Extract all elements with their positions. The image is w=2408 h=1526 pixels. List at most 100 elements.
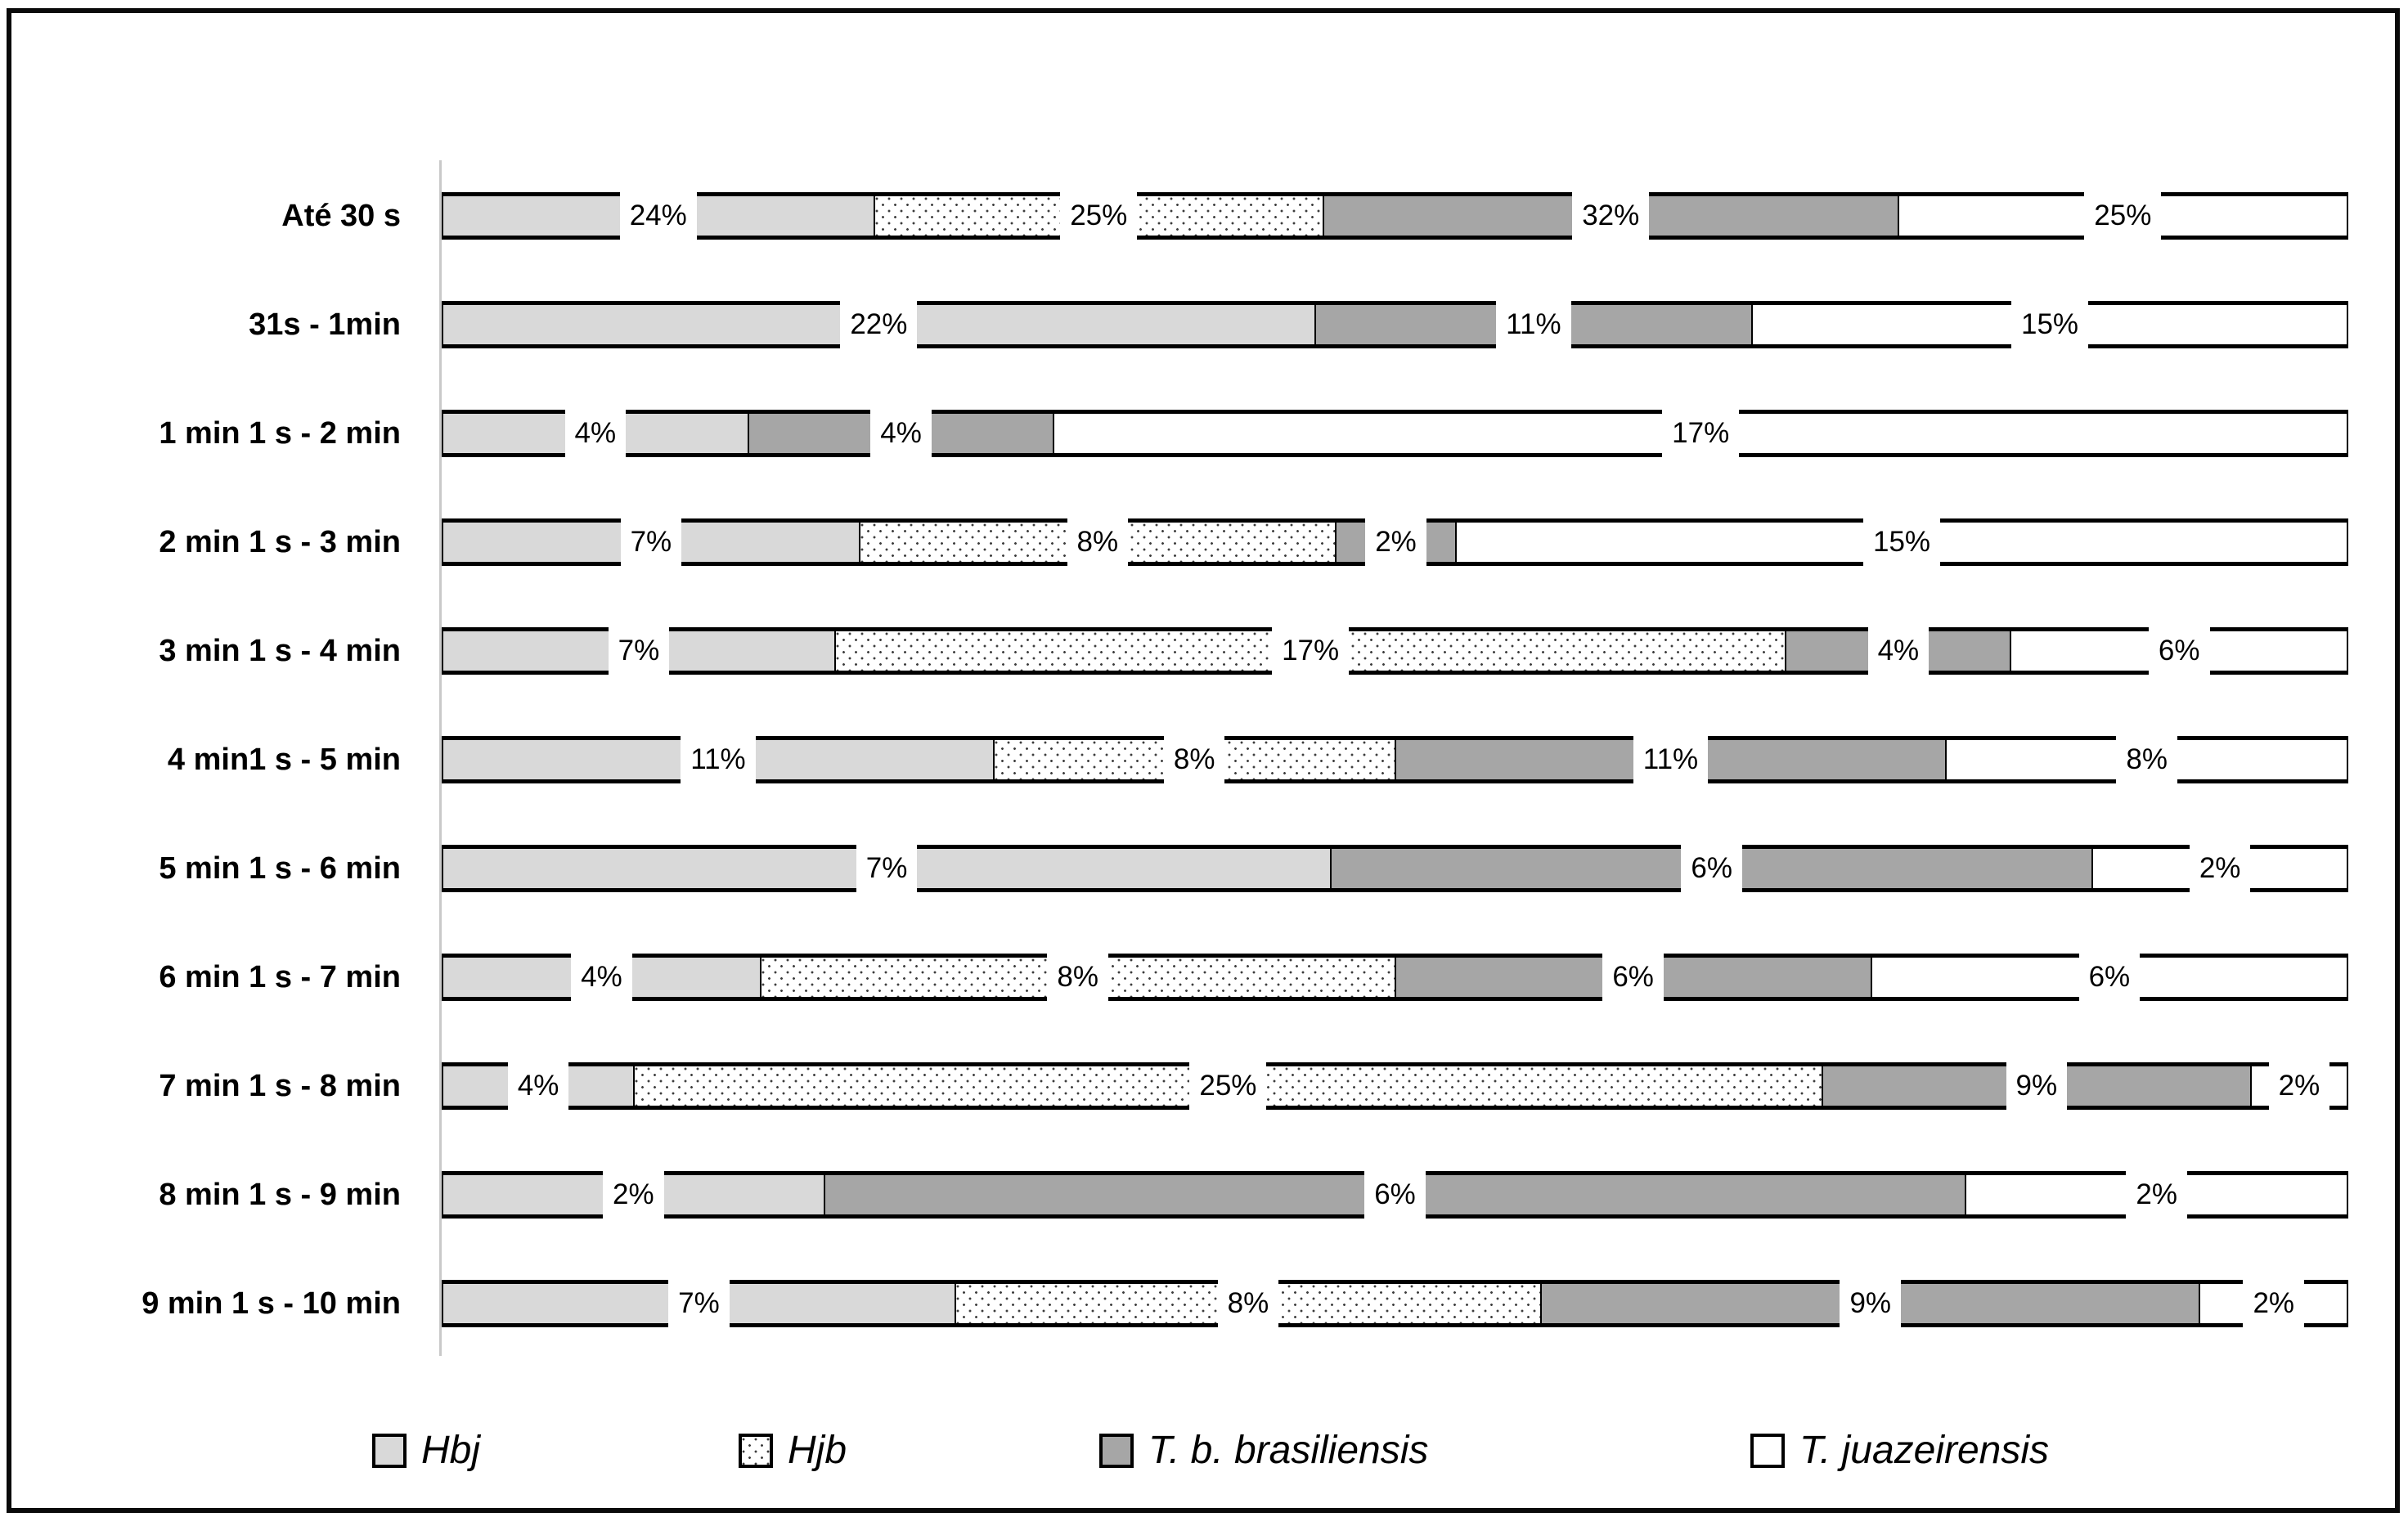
data-label: 4% [564, 402, 627, 465]
data-label: 22% [840, 293, 918, 356]
data-label: 11% [1496, 293, 1571, 356]
legend-item-hjb: Hjb [739, 1420, 847, 1482]
bar-segment-hbj: 11% [442, 728, 995, 791]
data-label: 2% [1365, 510, 1426, 573]
data-label: 11% [1633, 728, 1709, 791]
bar-segment-tj: 15% [1753, 293, 2348, 356]
data-label: 2% [2243, 1272, 2305, 1335]
bar-segment-hjb: 8% [761, 945, 1396, 1008]
stacked-bar: 11% 8% 11% 8% [442, 728, 2348, 791]
bar-segment-tj: 25% [1898, 184, 2348, 247]
bar-segment-tj: 17% [1054, 402, 2349, 465]
bar-segment-hbj: 7% [442, 1272, 956, 1335]
bar-segment-hbj: 4% [442, 1054, 636, 1117]
bar-segment-tbb: 9% [1542, 1272, 2201, 1335]
bar-segment-hjb: 25% [635, 1054, 1823, 1117]
legend-label: T. b. brasiliensis [1148, 1429, 1429, 1472]
bar-row: 7 min 1 s - 8 min 4% 25% 9% 2% [0, 1031, 2375, 1140]
stacked-bar: 22% 11% 15% [442, 293, 2348, 356]
data-label: 2% [2268, 1054, 2330, 1117]
data-label: 8% [2116, 728, 2177, 791]
data-label: 8% [1217, 1272, 1279, 1335]
category-label: 9 min 1 s - 10 min [142, 1286, 401, 1321]
data-label: 15% [1862, 510, 1941, 573]
bar-row: 3 min 1 s - 4 min 7% 17% 4% 6% [0, 596, 2375, 705]
data-label: 2% [2126, 1163, 2187, 1226]
category-label: 7 min 1 s - 8 min [159, 1068, 401, 1103]
bar-segment-tbb: 6% [1395, 945, 1872, 1008]
bar-segment-hbj: 4% [442, 945, 761, 1008]
legend-label: Hbj [421, 1429, 481, 1472]
bar-segment-tj: 6% [1871, 945, 2348, 1008]
stacked-bar: 4% 4% 17% [442, 402, 2349, 465]
bar-segment-hbj: 4% [442, 402, 749, 465]
rows: Até 30 s 24% 25% 32% 25% 31s - 1min 22% 11% 15% 1… [0, 161, 2375, 1358]
bar-segment-hbj: 2% [442, 1163, 825, 1226]
stacked-bar: 4% 25% 9% 2% [442, 1054, 2348, 1117]
category-label: 2 min 1 s - 3 min [159, 524, 401, 559]
legend-swatch-tbb [1099, 1434, 1134, 1468]
data-label: 25% [1189, 1054, 1267, 1117]
legend-label: T. juazeirensis [1799, 1429, 2050, 1472]
bar-segment-tj: 2% [2093, 837, 2348, 900]
data-label: 4% [1867, 619, 1930, 682]
bar-segment-tbb: 4% [748, 402, 1055, 465]
bar-segment-tj: 2% [2200, 1272, 2348, 1335]
bar-segment-tbb: 2% [1336, 510, 1458, 573]
bar-segment-tj: 2% [2251, 1054, 2348, 1117]
data-label: 2% [603, 1163, 664, 1226]
data-label: 17% [1662, 402, 1740, 465]
bar-segment-tbb: 11% [1315, 293, 1754, 356]
legend-swatch-tj [1750, 1434, 1785, 1468]
stacked-bar: 7% 17% 4% 6% [442, 619, 2349, 682]
category-label: 31s - 1min [249, 307, 401, 342]
stacked-bar: 4% 8% 6% 6% [442, 945, 2348, 1008]
data-label: 6% [2078, 945, 2141, 1008]
bar-row: 4 min1 s - 5 min 11% 8% 11% 8% [0, 705, 2375, 814]
category-label: 8 min 1 s - 9 min [159, 1177, 401, 1212]
data-label: 4% [571, 945, 632, 1008]
data-label: 11% [681, 728, 756, 791]
legend-item-tbb: T. b. brasiliensis [1099, 1420, 1428, 1482]
data-label: 2% [2189, 837, 2251, 900]
stacked-bar: 24% 25% 32% 25% [442, 184, 2348, 247]
legend-item-hbj: Hbj [372, 1420, 480, 1482]
category-label: 6 min 1 s - 7 min [159, 959, 401, 994]
y-axis-line [439, 160, 442, 1356]
bar-segment-hbj: 7% [442, 510, 860, 573]
category-label: Até 30 s [281, 198, 401, 233]
bar-segment-hjb: 25% [874, 184, 1324, 247]
data-label: 6% [1681, 837, 1742, 900]
bar-row: 8 min 1 s - 9 min 2% 6% 2% [0, 1140, 2375, 1249]
bar-segment-hbj: 7% [442, 837, 1332, 900]
legend-item-tj: T. juazeirensis [1750, 1420, 2049, 1482]
bar-row: 1 min 1 s - 2 min 4% 4% 17% [0, 379, 2375, 487]
bar-segment-tbb: 32% [1323, 184, 1899, 247]
category-label: 5 min 1 s - 6 min [159, 851, 401, 886]
data-label: 7% [668, 1272, 730, 1335]
data-label: 24% [619, 184, 697, 247]
legend-label: Hjb [788, 1429, 847, 1472]
bar-segment-hbj: 22% [442, 293, 1316, 356]
bar-segment-tbb: 6% [1332, 837, 2094, 900]
data-label: 8% [1047, 945, 1108, 1008]
legend: Hbj Hjb T. b. brasiliensis T. juazeirensis [0, 1420, 2408, 1482]
data-label: 9% [1840, 1272, 1902, 1335]
bar-segment-tbb: 9% [1822, 1054, 2252, 1117]
bar-row: 2 min 1 s - 3 min 7% 8% 2% 15% [0, 487, 2375, 596]
bar-row: 5 min 1 s - 6 min 7% 6% 2% [0, 814, 2375, 922]
stacked-bar: 7% 8% 2% 15% [442, 510, 2348, 573]
bar-row: 9 min 1 s - 10 min 7% 8% 9% 2% [0, 1249, 2375, 1358]
data-label: 8% [1067, 510, 1129, 573]
data-label: 15% [2011, 293, 2089, 356]
bar-segment-hbj: 7% [442, 619, 836, 682]
legend-swatch-hbj [372, 1434, 407, 1468]
data-label: 25% [1060, 184, 1138, 247]
bar-segment-tj: 15% [1457, 510, 2348, 573]
bar-segment-hjb: 8% [994, 728, 1396, 791]
category-label: 3 min 1 s - 4 min [159, 633, 401, 668]
stacked-bar: 7% 6% 2% [442, 837, 2348, 900]
bar-segment-hjb: 8% [955, 1272, 1543, 1335]
data-label: 4% [870, 402, 932, 465]
